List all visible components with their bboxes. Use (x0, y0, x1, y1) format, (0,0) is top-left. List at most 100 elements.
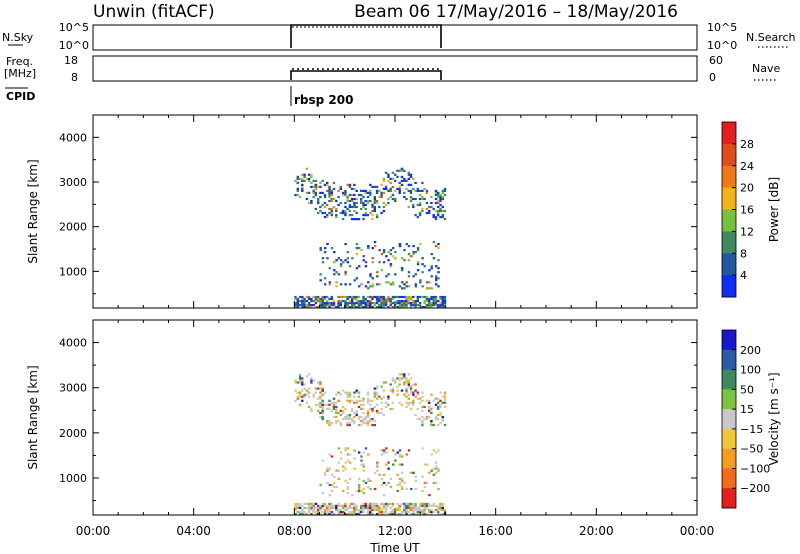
data-cell (366, 295, 370, 299)
data-cell (296, 502, 299, 505)
data-cell (409, 297, 413, 301)
data-cell (317, 397, 320, 400)
data-cell (358, 451, 361, 454)
data-cell (307, 395, 311, 398)
data-cell (425, 189, 429, 192)
data-cell (437, 506, 440, 510)
data-cell (437, 418, 440, 421)
data-cell (335, 469, 338, 472)
data-cell (339, 304, 342, 307)
data-cell (403, 304, 406, 307)
data-cell (398, 285, 402, 288)
data-cell (439, 197, 442, 201)
colorbar-tick-label: −100 (740, 462, 770, 475)
data-cell (294, 304, 297, 307)
data-cell (391, 504, 395, 507)
data-cell (326, 214, 329, 217)
data-cell (437, 487, 440, 491)
data-cell (330, 247, 334, 250)
data-cell (369, 193, 372, 197)
data-cell (380, 513, 383, 516)
data-cell (321, 295, 324, 299)
data-cell (396, 175, 399, 178)
data-cell (344, 306, 347, 309)
data-cell (398, 181, 401, 184)
data-cell (317, 306, 320, 309)
data-cell (409, 306, 413, 309)
data-cell (396, 393, 399, 396)
freq-tick-bottom-left: 8 (71, 71, 78, 84)
data-cell (394, 197, 397, 201)
data-cell (423, 197, 426, 201)
data-cell (382, 306, 386, 309)
data-cell (430, 287, 433, 290)
data-cell (314, 513, 318, 516)
data-cell (353, 205, 356, 209)
data-cell (344, 189, 347, 192)
data-cell (296, 381, 299, 384)
data-cell (314, 179, 318, 182)
data-cell (398, 504, 401, 507)
data-cell (412, 502, 415, 505)
data-cell (403, 179, 406, 182)
data-cell (355, 306, 358, 309)
data-cell (441, 302, 444, 305)
data-cell (400, 167, 404, 170)
data-cell (355, 300, 358, 303)
data-cell (328, 283, 331, 286)
data-cell (341, 411, 345, 415)
data-cell (312, 502, 315, 505)
data-cell (339, 422, 342, 425)
data-cell (387, 461, 390, 464)
data-cell (305, 502, 309, 505)
data-cell (355, 253, 359, 256)
data-cell (342, 469, 345, 472)
data-cell (371, 302, 374, 305)
data-cell (362, 411, 365, 415)
data-cell (344, 304, 347, 307)
data-cell (353, 415, 356, 419)
data-cell (382, 297, 386, 301)
data-cell (344, 214, 347, 217)
data-cell (412, 510, 415, 514)
data-cell (362, 479, 365, 482)
data-cell (432, 449, 436, 452)
data-cell (326, 506, 329, 510)
data-cell (416, 297, 419, 301)
data-cell (409, 199, 413, 203)
data-cell (357, 415, 361, 419)
data-cell (328, 281, 331, 284)
data-cell (409, 183, 413, 186)
data-cell (434, 201, 438, 205)
data-cell (364, 191, 367, 194)
data-cell (330, 473, 334, 476)
data-cell (366, 191, 370, 194)
data-cell (326, 300, 329, 303)
data-cell (391, 407, 395, 410)
data-cell (375, 409, 379, 412)
colorbar-tick-label: 12 (740, 225, 754, 238)
data-cell (319, 411, 322, 415)
data-cell (416, 249, 420, 252)
data-cell (362, 205, 365, 209)
data-cell (392, 255, 395, 258)
data-cell (339, 300, 342, 303)
data-cell (344, 415, 347, 419)
data-cell (333, 261, 336, 264)
data-cell (385, 463, 388, 466)
data-cell (358, 285, 361, 288)
data-cell (362, 195, 365, 199)
data-cell (335, 411, 338, 415)
data-cell (323, 216, 327, 219)
colorbar-tick-label: 28 (740, 138, 754, 151)
data-cell (362, 469, 365, 472)
data-cell (298, 373, 302, 376)
data-cell (414, 504, 417, 507)
data-cell (403, 504, 406, 507)
data-cell (382, 381, 386, 384)
data-cell (394, 199, 397, 203)
data-cell (437, 405, 440, 408)
data-cell (373, 197, 376, 201)
data-cell (342, 261, 345, 264)
data-cell (418, 211, 422, 215)
